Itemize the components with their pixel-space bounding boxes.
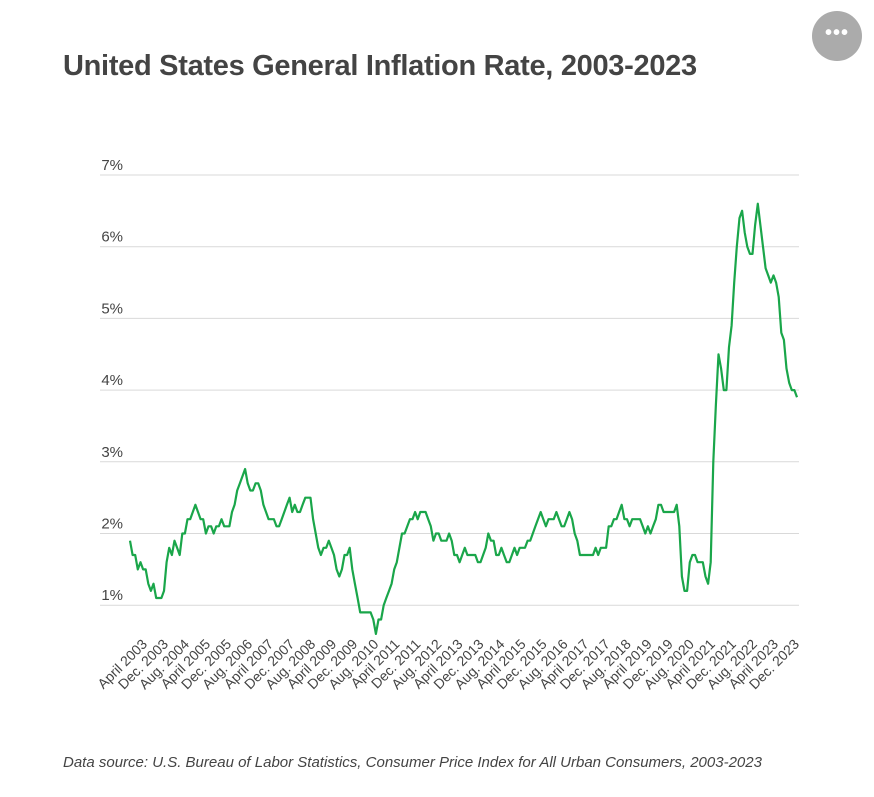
inflation-rate-line — [128, 202, 799, 636]
data-source-note: Data source: U.S. Bureau of Labor Statis… — [63, 754, 762, 771]
more-options-button[interactable]: ••• — [812, 11, 862, 61]
chart-title: United States General Inflation Rate, 20… — [63, 50, 697, 82]
y-tick-label: 6% — [101, 229, 123, 246]
y-tick-label: 7% — [101, 157, 123, 174]
gridlines — [100, 174, 799, 606]
y-axis-ticks: 1% 2% 3% 4% 5% 6% 7% — [101, 157, 123, 604]
y-tick-label: 5% — [101, 300, 123, 317]
y-tick-label: 3% — [101, 444, 123, 461]
y-tick-label: 4% — [101, 372, 123, 389]
y-tick-label: 1% — [101, 587, 123, 604]
series-lines — [128, 202, 799, 636]
y-tick-label: 2% — [101, 516, 123, 533]
more-horizontal-icon: ••• — [824, 22, 849, 44]
